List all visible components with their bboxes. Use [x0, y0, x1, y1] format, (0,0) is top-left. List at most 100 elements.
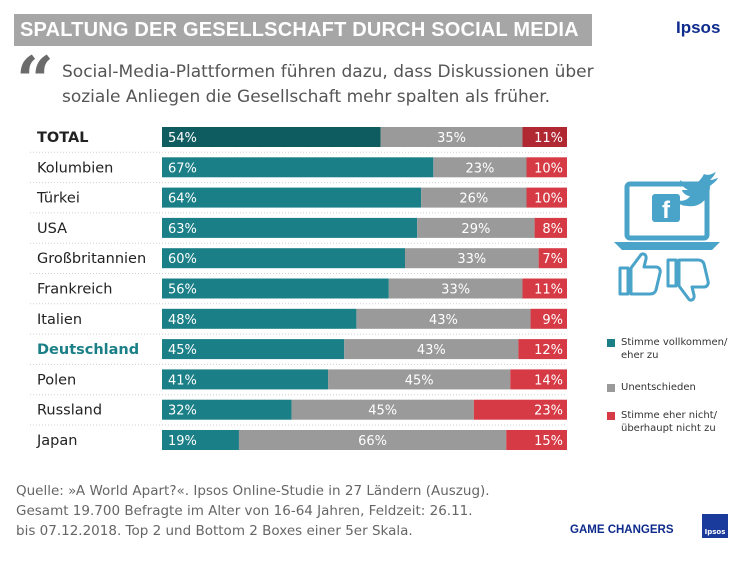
category-label-italien: Italien [37, 312, 82, 328]
value-label-disagree-italien: 9% [542, 313, 563, 328]
facebook-glyph: f [662, 197, 671, 224]
value-label-disagree-tuerkei: 10% [534, 192, 563, 207]
legend-label-agree: Stimme vollkommen/ eher zu [621, 337, 728, 361]
source-line-1: Quelle: »A World Apart?«. Ipsos Online-S… [16, 483, 490, 499]
page-title: SPALTUNG DER GESELLSCHAFT DURCH SOCIAL M… [14, 14, 592, 46]
footer-tagline: GAME CHANGERS [570, 524, 674, 536]
bar-undecided-italien [356, 308, 531, 329]
bar-disagree-deutschland [518, 339, 567, 360]
category-label-deutschland: Deutschland [37, 342, 139, 358]
legend-swatch-disagree [607, 412, 615, 420]
value-label-disagree-kolumbien: 10% [534, 161, 563, 176]
category-label-kolumbien: Kolumbien [37, 160, 113, 176]
bar-disagree-kolumbien [526, 157, 567, 178]
bar-agree-italien [162, 308, 357, 329]
value-label-agree-kolumbien: 67% [168, 161, 197, 176]
bar-agree-frankreich [162, 278, 389, 299]
legend-label-disagree: Stimme eher nicht/ überhaupt nicht zu [621, 410, 718, 434]
bar-disagree-tuerkei [526, 187, 567, 208]
bar-disagree-frankreich [522, 278, 567, 299]
legend-swatch-agree [607, 339, 615, 347]
bar-disagree-japan [506, 430, 567, 450]
survey-question: Social-Media-Plattformen führen dazu, da… [62, 62, 594, 107]
bar-agree-russland [162, 399, 292, 420]
value-label-undecided-polen: 45% [405, 373, 434, 388]
value-label-disagree-russland: 23% [534, 404, 563, 419]
ipsos-logo: Ipsos [702, 514, 728, 538]
bar-undecided-frankreich [388, 278, 523, 299]
bar-undecided-total [380, 127, 523, 147]
bar-agree-tuerkei [162, 187, 422, 208]
bar-undecided-polen [328, 369, 511, 390]
value-label-disagree-frankreich: 11% [534, 283, 563, 298]
brand-logo: Ipsos [676, 18, 721, 37]
value-label-agree-grossbritannien: 60% [168, 252, 197, 267]
legend-swatch-undecided [607, 384, 615, 392]
bar-undecided-tuerkei [421, 187, 527, 208]
bar-agree-kolumbien [162, 157, 434, 178]
bar-agree-total [162, 127, 381, 147]
value-label-undecided-kolumbien: 23% [465, 161, 494, 176]
value-label-undecided-deutschland: 43% [417, 343, 446, 358]
bar-undecided-russland [291, 399, 474, 420]
value-label-disagree-japan: 15% [534, 434, 563, 449]
bar-undecided-japan [238, 430, 507, 450]
bar-disagree-grossbritannien [538, 248, 567, 269]
bar-disagree-usa [534, 217, 567, 238]
social-media-illustration: f [600, 168, 730, 307]
value-label-undecided-total: 35% [437, 131, 466, 146]
value-label-undecided-russland: 45% [368, 404, 397, 419]
value-label-undecided-japan: 66% [358, 434, 387, 449]
value-label-agree-italien: 48% [168, 313, 197, 328]
value-label-undecided-usa: 29% [461, 222, 490, 237]
value-label-agree-deutschland: 45% [168, 343, 197, 358]
value-label-agree-tuerkei: 64% [168, 192, 197, 207]
bar-agree-usa [162, 217, 418, 238]
source-line-2: Gesamt 19.700 Befragte im Alter von 16-6… [16, 503, 473, 519]
facebook-icon: f [652, 194, 680, 224]
thumbs-down-icon [666, 258, 710, 302]
value-label-agree-total: 54% [168, 131, 197, 146]
bar-agree-polen [162, 369, 329, 390]
value-label-agree-frankreich: 56% [168, 283, 197, 298]
category-label-japan: Japan [36, 433, 77, 449]
thumbs-up-icon [618, 252, 662, 296]
value-label-disagree-usa: 8% [542, 222, 563, 237]
category-label-total: TOTAL [37, 130, 88, 146]
value-label-undecided-tuerkei: 26% [459, 192, 488, 207]
bar-undecided-deutschland [344, 339, 519, 360]
source-line-3: bis 07.12.2018. Top 2 und Bottom 2 Boxes… [16, 523, 413, 539]
stacked-bar-chart: TOTAL 54% 35% 11% Kolumbien 67% 23% 10% Türkei 64… [30, 127, 567, 450]
value-label-agree-japan: 19% [168, 434, 197, 449]
quote-icon: “ [16, 42, 54, 120]
value-label-undecided-italien: 43% [429, 313, 458, 328]
value-label-disagree-grossbritannien: 7% [542, 252, 563, 267]
bar-undecided-grossbritannien [405, 248, 539, 269]
category-label-usa: USA [37, 221, 67, 237]
category-label-grossbritannien: Großbritannien [37, 251, 146, 267]
value-label-disagree-deutschland: 12% [534, 343, 563, 358]
value-label-disagree-polen: 14% [534, 373, 563, 388]
value-label-undecided-grossbritannien: 33% [457, 252, 486, 267]
value-label-agree-usa: 63% [168, 222, 197, 237]
legend-label-undecided: Unentschieden [621, 382, 696, 393]
source-note: Quelle: »A World Apart?«. Ipsos Online-S… [16, 481, 576, 541]
bar-agree-grossbritannien [162, 248, 405, 269]
bar-undecided-kolumbien [433, 157, 527, 178]
bar-undecided-usa [417, 217, 535, 238]
value-label-disagree-total: 11% [534, 131, 563, 146]
category-label-russland: Russland [37, 403, 102, 419]
bar-agree-deutschland [162, 339, 345, 360]
value-label-undecided-frankreich: 33% [441, 283, 470, 298]
bar-disagree-russland [473, 399, 567, 420]
bar-disagree-total [522, 127, 567, 147]
laptop-icon [614, 181, 720, 250]
category-label-polen: Polen [37, 372, 76, 388]
category-label-frankreich: Frankreich [37, 282, 112, 298]
value-label-agree-russland: 32% [168, 404, 197, 419]
twitter-bird-icon [676, 172, 718, 207]
bar-disagree-polen [510, 369, 567, 390]
value-label-agree-polen: 41% [168, 373, 197, 388]
bar-agree-japan [162, 430, 239, 450]
bar-disagree-italien [530, 308, 567, 329]
